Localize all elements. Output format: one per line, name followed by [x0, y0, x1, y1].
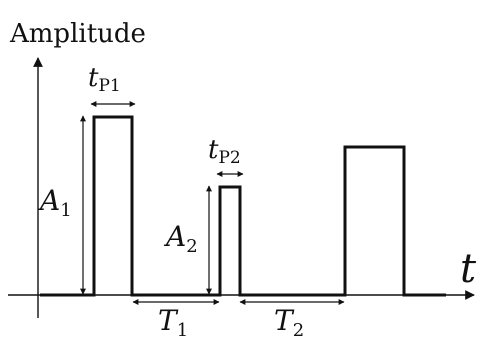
interval1-label: T1 — [158, 304, 188, 340]
pulse-waveform — [40, 115, 446, 297]
interval2-label: T2 — [274, 304, 304, 340]
x-axis-label: t — [460, 246, 477, 292]
pulse1-width-label: tP1 — [88, 63, 121, 96]
y-axis-label: Amplitude — [9, 19, 146, 49]
pulse1-amplitude-label: A1 — [37, 184, 72, 221]
pulse2-amplitude-label: A2 — [163, 220, 198, 257]
pulse2-width-label: tP2 — [208, 135, 241, 168]
